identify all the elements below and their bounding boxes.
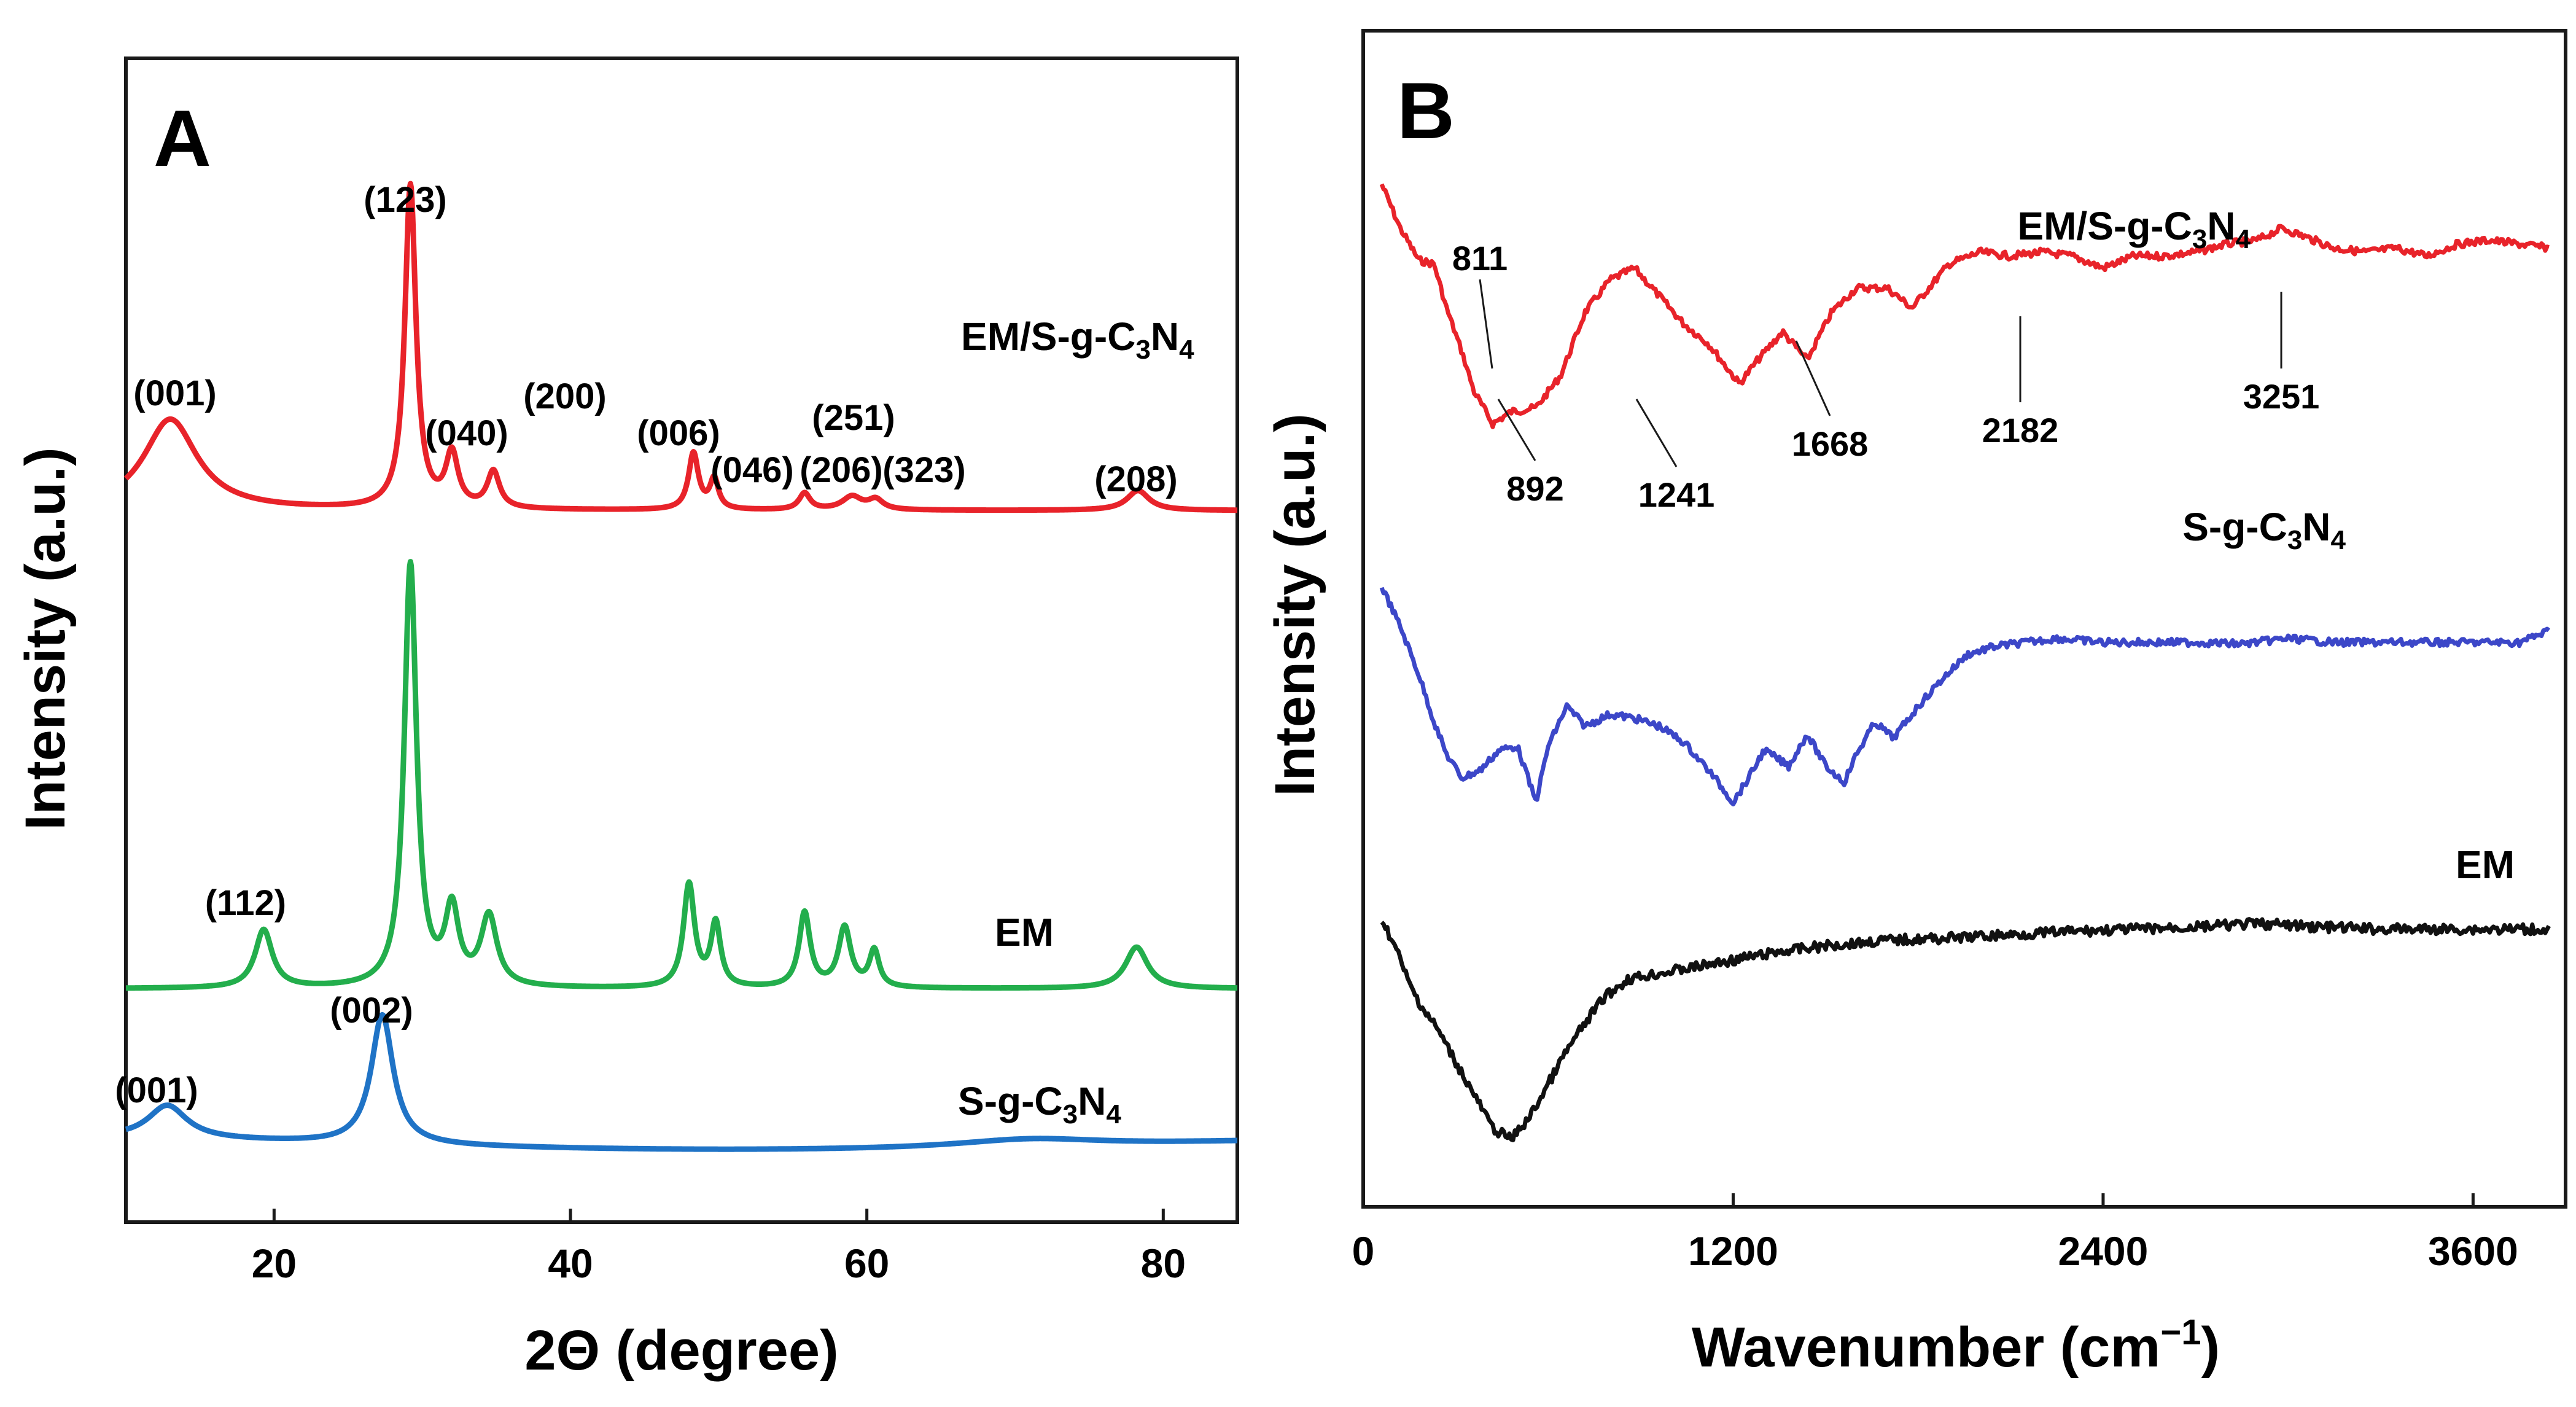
panel-b-letter: B [1397, 66, 1455, 155]
panel-b-xtick-label: 3600 [2428, 1228, 2518, 1274]
panel-a-peak-label: (208) [1094, 459, 1177, 499]
panel-a-ylabel: Intensity (a.u.) [14, 447, 77, 830]
panel-b-peak-leader [1795, 340, 1831, 416]
panel-b-series-label: S-g-C3N4 [2182, 505, 2346, 555]
panel-b-series [1379, 183, 2551, 1142]
panel-b-peak-leader [1479, 279, 1493, 369]
panel-b-xlabel-close: ) [2201, 1316, 2220, 1379]
panel-a-series-em [123, 559, 1240, 991]
panel-b-series-label: EM/S-g-C3N4 [2017, 204, 2251, 254]
panel-a-frame [124, 57, 1239, 1224]
panel-b-series-s-g-c [1379, 587, 2551, 807]
panel-a-peak-label: (040) [425, 413, 508, 453]
panel-b-xlabel: Wavenumber (cm−1) [1692, 1312, 2220, 1379]
panel-b-peak-label: 1668 [1792, 424, 1869, 463]
panel-a-peak-label: (251) [812, 398, 895, 438]
panel-b-peak-label: 892 [1506, 469, 1563, 508]
panel-a-peak-label: (001) [115, 1070, 198, 1110]
panel-a-peak-label: (001) [133, 373, 216, 413]
panel-a-peak-label: (112) [205, 883, 286, 923]
panel-b-peak-label: 2182 [1982, 411, 2059, 450]
panel-b-xlabel-sup: −1 [2160, 1312, 2201, 1352]
panel-b-peak-leader [1635, 399, 1678, 467]
panel-b: B Wavenumber (cm−1) Intensity (a.u.) 0 12… [1264, 29, 2567, 1379]
panel-b-series-label: EM [2456, 843, 2515, 887]
panel-b-frame [1361, 29, 2567, 1209]
panel-a-xlabel: 2Θ (degree) [524, 1319, 838, 1382]
panel-a-peak-label: (200) [523, 376, 606, 416]
panel-a-series-label: EM [995, 910, 1054, 954]
panel-a-letter: A [154, 93, 211, 183]
panel-b-ylabel: Intensity (a.u.) [1264, 413, 1326, 797]
panel-b-xlabel-main: Wavenumber (cm [1692, 1316, 2160, 1379]
panel-a-series-label: S-g-C3N4 [958, 1079, 1121, 1129]
panel-a: A 2Θ (degree) Intensity (a.u.) 20 40 60 80 … [14, 57, 1240, 1382]
panel-a-xtick-label: 80 [1141, 1241, 1186, 1286]
panel-b-xtick-label: 0 [1352, 1228, 1375, 1274]
panel-a-series-em-s-g-c [123, 181, 1240, 513]
panel-b-xtick-label: 1200 [1688, 1228, 1778, 1274]
panel-a-xtick-label: 20 [252, 1241, 297, 1286]
panel-a-peak-label: (206) [800, 450, 882, 490]
panel-b-series-em [1380, 917, 2551, 1142]
panel-a-series-label: EM/S-g-C3N4 [961, 314, 1194, 365]
panel-a-xtick-label: 60 [844, 1241, 889, 1286]
panel-a-series [123, 181, 1240, 1152]
panel-b-peak-leader [1497, 399, 1536, 461]
panel-b-ticks: 0 1200 2400 3600 [1352, 1193, 2518, 1274]
panel-b-peak-label: 811 [1452, 239, 1508, 278]
panel-a-labels: EM/S-g-C3N4 (001) (123) (040) (200) (006)(046… [115, 180, 1194, 1129]
panel-a-peak-label: (123) [364, 180, 446, 220]
panel-b-peak-label: 3251 [2243, 377, 2320, 416]
panel-b-peak-label: 1241 [1638, 475, 1715, 514]
panel-a-series-s-g-c [123, 1011, 1240, 1152]
panel-a-ticks: 20 40 60 80 [252, 1209, 1186, 1286]
panel-a-peak-label: (046) [710, 450, 793, 490]
panel-a-peak-label: (323) [882, 450, 965, 490]
panel-b-labels: EM/S-g-C3N4 811 892 1241 1668 2182 3251 S-g-C3N… [1452, 204, 2515, 887]
panel-a-xtick-label: 40 [548, 1241, 593, 1286]
panel-a-peak-label: (006) [637, 413, 720, 453]
panel-b-xtick-label: 2400 [2058, 1228, 2149, 1274]
panel-a-peak-label: (002) [330, 991, 413, 1031]
panel-b-series-em-s-g-c [1379, 183, 2550, 429]
